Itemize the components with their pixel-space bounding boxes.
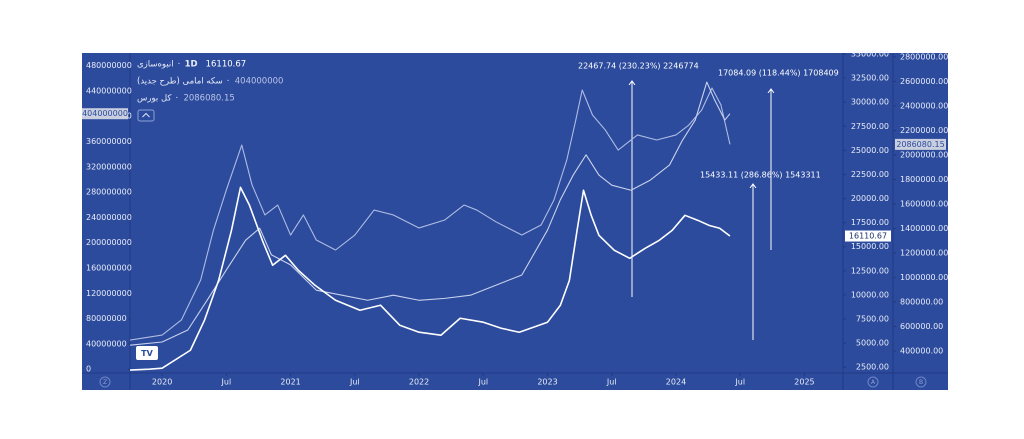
chart-background [82, 53, 948, 390]
x-tick-label: 2021 [280, 378, 300, 387]
plot [130, 81, 731, 371]
y-tick-label: 2000000.00 [900, 150, 948, 159]
y-tick-label: 2800000.00 [900, 52, 948, 61]
y-tick-label: 600000.00 [900, 322, 943, 331]
y-tick-label: 17500.00 [851, 218, 889, 227]
annotation: 22467.74 (230.23%) 2246774 [578, 62, 699, 71]
legend-entry: سکه امامی (طرح جدید) · 404000000 [137, 77, 283, 87]
y-tick-label: 1000000.00 [900, 273, 948, 282]
y-tick-label: 800000.00 [900, 297, 943, 306]
y-tick-label: 360000000 [86, 137, 132, 146]
y-tick-label: 20000.00 [851, 194, 889, 203]
y-tick-label: 7500.00 [856, 315, 889, 324]
y-tick-label: 1200000.00 [900, 248, 948, 257]
x-tick-label: Jul [477, 378, 488, 387]
legend-interval: 1D [185, 60, 198, 70]
y-tick-label: 5000.00 [856, 339, 889, 348]
legend-value: 404000000 [235, 77, 284, 87]
last-value-label: 2086080.15 [896, 140, 944, 149]
series-line [130, 81, 731, 346]
legend-separator: · [227, 77, 230, 87]
last-value-badge [845, 230, 891, 242]
axis-badge-label: A [871, 379, 876, 386]
legend-value: 2086080.15 [183, 94, 234, 104]
legend-separator: · [175, 94, 178, 104]
y-tick-label: 240000000 [86, 213, 132, 222]
y-tick-label: 280000000 [86, 188, 132, 197]
y-tick-label: 32500.00 [851, 74, 889, 83]
legend-name: انبوه‌سازی [137, 60, 174, 70]
legend-name: سکه امامی (طرح جدید) [137, 77, 223, 87]
y-tick-label: 10000.00 [851, 290, 889, 299]
y-tick-label: 80000000 [86, 314, 127, 323]
y-tick-label: 25000.00 [851, 146, 889, 155]
x-tick-label: Jul [221, 378, 232, 387]
annotation: 15433.11 (286.86%) 1543311 [700, 171, 821, 180]
y-tick-label: 2400000.00 [900, 101, 948, 110]
y-tick-label: 40000000 [86, 339, 127, 348]
y-tick-label: 15000.00 [851, 242, 889, 251]
collapse-icon [142, 112, 150, 118]
axis-badge-label: B [919, 379, 923, 386]
y-tick-label: 22500.00 [851, 170, 889, 179]
axis-badge [915, 376, 927, 388]
last-value-badge [82, 108, 128, 120]
x-tick-label: Jul [349, 378, 360, 387]
y-tick-label: 480000000 [86, 61, 132, 70]
axis-badge [99, 376, 111, 388]
y-tick-label: 12500.00 [851, 266, 889, 275]
y-tick-label: 2600000.00 [900, 77, 948, 86]
x-tick-label: 2023 [537, 378, 557, 387]
y-tick-label: 200000000 [86, 238, 132, 247]
last-value-label: 404000000 [82, 109, 128, 118]
logo [136, 346, 158, 360]
y-tick-label: 1400000.00 [900, 224, 948, 233]
y-tick-label: 0 [86, 365, 91, 374]
y-tick-label: 2500.00 [856, 363, 889, 372]
last-value-label: 16110.67 [849, 232, 887, 241]
y-tick-label: 27500.00 [851, 122, 889, 131]
y-tick-label: 400000.00 [900, 346, 943, 355]
series-line [130, 186, 731, 371]
legend-entry: کل بورس · 2086080.15 [137, 94, 235, 104]
y-tick-label: 120000000 [86, 289, 132, 298]
y-tick-label: 35000.00 [851, 49, 889, 58]
x-tick-label: Jul [734, 378, 745, 387]
x-tick-label: Jul [606, 378, 617, 387]
y-tick-label: 440000000 [86, 86, 132, 95]
x-tick-label: 2025 [794, 378, 814, 387]
series-line [130, 87, 731, 341]
y-tick-label: 1600000.00 [900, 199, 948, 208]
axis-badge-label: Z [103, 379, 107, 386]
legend-name: کل بورس [137, 94, 172, 104]
collapse-button[interactable] [137, 109, 155, 122]
y-tick-label: 2200000.00 [900, 126, 948, 135]
legend-entry: انبوه‌سازی · 1D 16110.67 [137, 60, 246, 70]
y-tick-label: 320000000 [86, 162, 132, 171]
y-tick-label: 30000.00 [851, 98, 889, 107]
x-tick-label: 2022 [409, 378, 429, 387]
logo-text: TV [141, 349, 153, 358]
legend-value: 16110.67 [206, 60, 247, 70]
x-tick-label: 2024 [666, 378, 686, 387]
last-value-badge [895, 138, 946, 150]
y-tick-label: 1800000.00 [900, 175, 948, 184]
measure-arrows [632, 81, 771, 340]
annotation: 17084.09 (118.44%) 1708409 [718, 69, 839, 78]
y-tick-label: 160000000 [86, 264, 132, 273]
axis-badge [867, 376, 879, 388]
x-tick-label: 2020 [152, 378, 172, 387]
legend-separator: · [178, 60, 181, 70]
